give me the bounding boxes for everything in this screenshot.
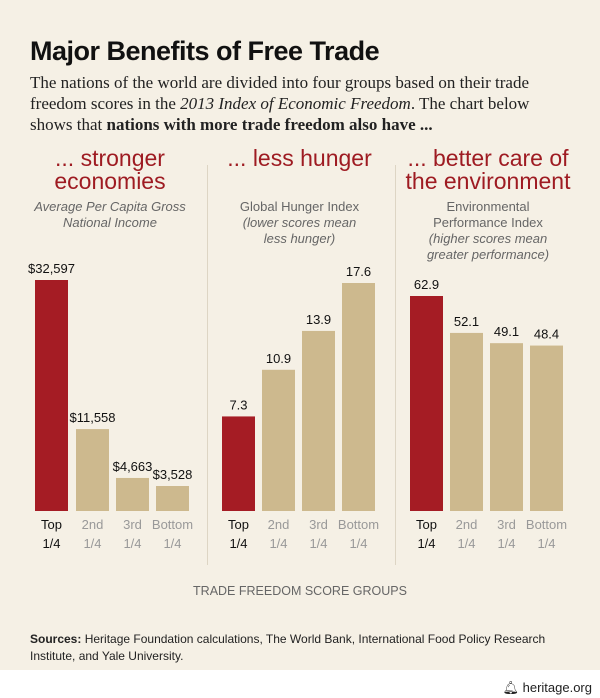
bar xyxy=(76,429,109,511)
category-label: 1/4 xyxy=(123,536,141,551)
data-label: $4,663 xyxy=(113,459,153,474)
liberty-bell-icon: 🔔︎ xyxy=(502,680,519,695)
category-label: 1/4 xyxy=(229,536,247,551)
intro-text: The nations of the world are divided int… xyxy=(30,72,575,135)
panel-2-note: (lower scores mean less hunger) xyxy=(242,215,357,246)
data-label: $11,558 xyxy=(69,410,115,425)
category-label: Top xyxy=(416,517,437,532)
category-label: 3rd xyxy=(309,517,328,532)
bar xyxy=(35,280,68,511)
bar xyxy=(262,369,295,511)
panel-divider xyxy=(395,165,396,565)
panel-3-note: (higher scores mean greater performance) xyxy=(426,231,550,262)
category-label: Top xyxy=(228,517,249,532)
bar xyxy=(490,343,523,511)
panel-1-subtitle: Average Per Capita Gross National Income xyxy=(34,199,186,230)
data-label: 62.9 xyxy=(414,277,439,292)
category-label: 3rd xyxy=(123,517,142,532)
sources-text: Heritage Foundation calculations, The Wo… xyxy=(30,632,546,663)
category-label: 1/4 xyxy=(269,536,287,551)
bar xyxy=(450,332,483,511)
data-label: 48.4 xyxy=(534,327,559,342)
bar xyxy=(302,330,335,511)
category-label: 1/4 xyxy=(349,536,367,551)
category-label: Bottom xyxy=(152,517,193,532)
category-label: 1/4 xyxy=(537,536,555,551)
data-label: 7.3 xyxy=(229,397,247,412)
category-label: 3rd xyxy=(497,517,516,532)
panel-3-subtitle: Environmental Performance Index xyxy=(433,199,543,230)
panel-2-title: ... less hunger xyxy=(227,145,372,171)
x-axis-title: TRADE FREEDOM SCORE GROUPS xyxy=(193,584,407,598)
bar xyxy=(156,485,189,511)
category-label: 1/4 xyxy=(83,536,101,551)
intro-bold: nations with more trade freedom also hav… xyxy=(106,115,433,134)
category-label: 1/4 xyxy=(457,536,475,551)
intro-italic: 2013 Index of Economic Freedom xyxy=(180,94,411,113)
bar xyxy=(530,345,563,511)
bar-charts: $32,597 Top 1/4 $11,558 2nd 1/4 $4,663 3rd 1/4 $3… xyxy=(28,261,567,551)
category-label: 2nd xyxy=(456,517,478,532)
category-label: 1/4 xyxy=(163,536,181,551)
data-label: 13.9 xyxy=(306,312,331,327)
category-label: Bottom xyxy=(526,517,567,532)
category-label: Bottom xyxy=(338,517,379,532)
data-label: 17.6 xyxy=(346,264,371,279)
category-label: 2nd xyxy=(268,517,290,532)
category-label: 2nd xyxy=(82,517,104,532)
data-label: $32,597 xyxy=(28,261,75,276)
panel-1-title: ... stronger economies xyxy=(54,145,166,194)
category-label: 1/4 xyxy=(309,536,327,551)
chart-title: Major Benefits of Free Trade xyxy=(30,36,380,66)
panel-2-subtitle: Global Hunger Index xyxy=(239,199,360,214)
bar xyxy=(410,296,443,511)
infographic-card: Major Benefits of Free Trade The nations… xyxy=(0,0,600,670)
data-label: 52.1 xyxy=(454,314,479,329)
category-label: 1/4 xyxy=(497,536,515,551)
bar xyxy=(342,283,375,511)
data-label: 10.9 xyxy=(266,351,291,366)
brand-text: heritage.org xyxy=(522,680,592,695)
intro-part2: . The chart below shows that xyxy=(30,94,530,134)
bar xyxy=(116,477,149,511)
intro-part1: The nations of the world are divided int… xyxy=(30,73,530,113)
category-label: 1/4 xyxy=(417,536,435,551)
category-label: Top xyxy=(41,517,62,532)
brand[interactable]: 🔔︎ heritage.org xyxy=(502,680,592,696)
bar xyxy=(222,416,255,511)
sources-label: Sources: xyxy=(30,632,82,646)
data-label: $3,528 xyxy=(153,467,193,482)
panel-3-title: ... better care of the environment xyxy=(405,145,571,194)
sources-note: Sources: Heritage Foundation calculation… xyxy=(30,631,575,665)
panel-divider xyxy=(207,165,208,565)
data-label: 49.1 xyxy=(494,324,519,339)
category-label: 1/4 xyxy=(42,536,60,551)
